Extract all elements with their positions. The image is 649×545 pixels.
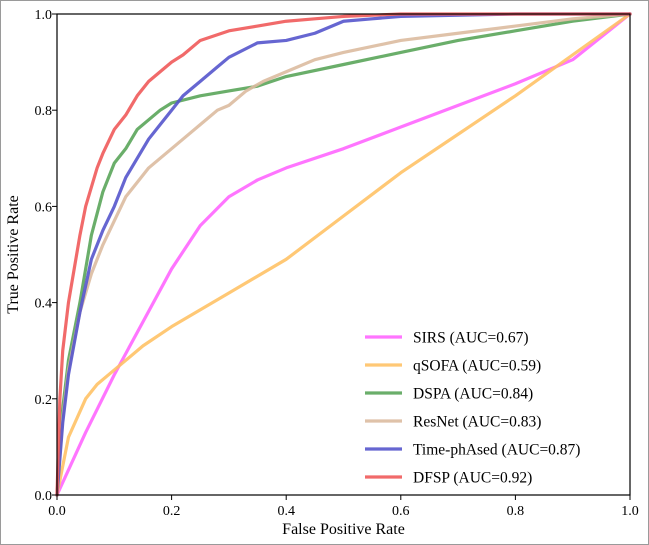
x-axis-ticks: 0.0 0.2 0.4 0.6 0.8 1.0 bbox=[48, 495, 639, 519]
x-tick-label: 0.2 bbox=[163, 504, 181, 519]
series-line-3 bbox=[55, 12, 632, 497]
x-tick-label: 0.4 bbox=[277, 504, 295, 519]
y-tick-label: 0.4 bbox=[35, 297, 53, 312]
legend-label-3: DSPA (AUC=0.84) bbox=[413, 386, 533, 403]
plot-area bbox=[57, 14, 630, 495]
y-tick-label: 1.0 bbox=[35, 8, 53, 23]
x-axis-label: False Positive Rate bbox=[282, 521, 405, 538]
legend-label-4: ResNet (AUC=0.83) bbox=[413, 414, 541, 431]
series-line-1 bbox=[55, 12, 632, 497]
y-axis-label: True Positive Rate bbox=[5, 195, 22, 314]
x-tick-label: 0.6 bbox=[392, 504, 410, 519]
y-tick-label: 0.0 bbox=[35, 489, 53, 504]
series-line-4 bbox=[55, 12, 632, 497]
series-line-6 bbox=[55, 12, 632, 497]
y-tick-label: 0.6 bbox=[35, 200, 53, 215]
plot-border bbox=[56, 13, 631, 496]
legend-label-2: qSOFA (AUC=0.59) bbox=[413, 358, 541, 375]
x-tick-label: 0.8 bbox=[507, 504, 525, 519]
series-line-2 bbox=[55, 12, 632, 497]
legend-label-1: SIRS (AUC=0.67) bbox=[413, 330, 529, 347]
legend-label-5: Time-phAsed (AUC=0.87) bbox=[413, 442, 580, 459]
y-tick-label: 0.2 bbox=[35, 393, 53, 408]
series-line-5 bbox=[55, 12, 632, 497]
legend: SIRS (AUC=0.67) qSOFA (AUC=0.59) DSPA (AUC… bbox=[365, 330, 580, 487]
legend-label-6: DFSP (AUC=0.92) bbox=[413, 470, 532, 487]
y-axis-ticks: 0.0 0.2 0.4 0.6 0.8 1.0 bbox=[35, 8, 57, 504]
x-tick-label: 0.0 bbox=[48, 504, 66, 519]
x-tick-label: 1.0 bbox=[621, 504, 639, 519]
y-tick-label: 0.8 bbox=[35, 104, 53, 119]
series-layer bbox=[55, 12, 632, 497]
